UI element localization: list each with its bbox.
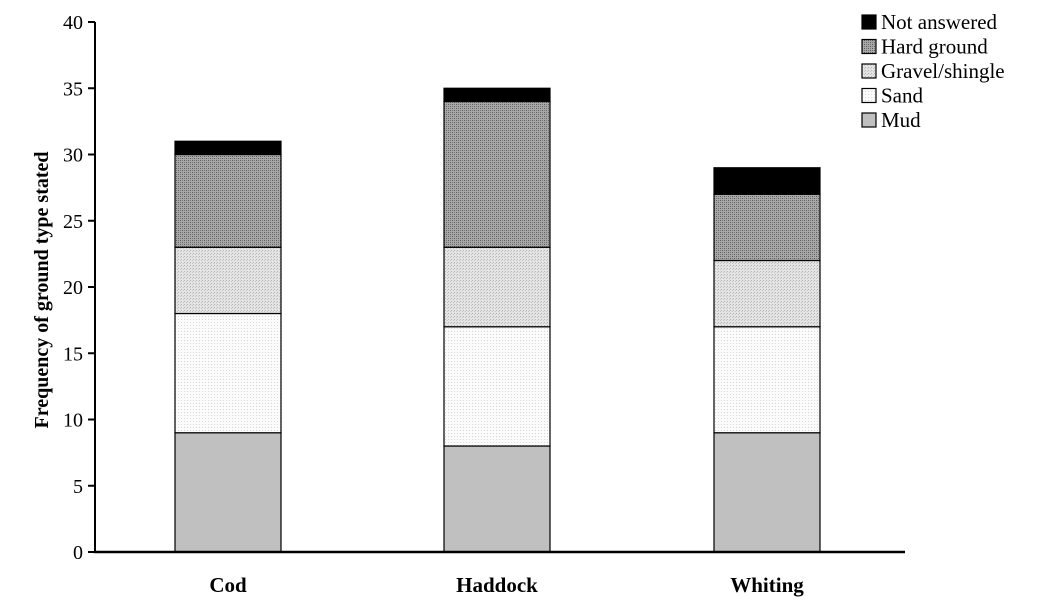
legend-label: Sand — [881, 84, 924, 108]
y-axis-ticks: 0 5 10 15 20 25 30 35 40 — [63, 12, 95, 564]
bar-segment — [174, 432, 282, 553]
y-tick-label: 30 — [63, 145, 83, 167]
y-tick-label: 5 — [73, 476, 83, 498]
legend-label: Not answered — [881, 10, 998, 34]
bar-segment — [174, 140, 282, 156]
x-category-label: Haddock — [456, 573, 538, 597]
bar-segment — [443, 445, 551, 553]
legend-swatch — [861, 38, 877, 55]
y-tick-label: 10 — [63, 410, 83, 432]
bar-segment — [713, 167, 821, 195]
bar-segment — [174, 246, 282, 315]
legend-label: Gravel/shingle — [881, 59, 1005, 83]
legend-swatch — [861, 63, 877, 79]
y-tick-label: 40 — [63, 12, 83, 34]
bar-segment — [174, 312, 282, 434]
bar-segment — [713, 326, 821, 434]
legend-label: Mud — [881, 108, 921, 132]
x-category-label: Whiting — [730, 573, 804, 597]
x-axis-categories: Cod Haddock Whiting — [209, 573, 804, 597]
bar-segment — [713, 259, 821, 328]
legend-swatch — [861, 87, 877, 104]
bar-segment — [174, 153, 282, 248]
legend-swatch — [861, 112, 877, 128]
bar-segment — [713, 432, 821, 553]
bar-segment — [443, 326, 551, 447]
y-axis-label: Frequency of ground type stated — [31, 151, 53, 428]
x-category-label: Cod — [209, 573, 247, 597]
legend-swatch — [861, 14, 877, 30]
y-tick-label: 25 — [63, 211, 83, 233]
bar-segment — [443, 87, 551, 103]
y-tick-label: 0 — [73, 542, 83, 564]
bars — [174, 87, 821, 553]
y-tick-label: 20 — [63, 277, 83, 299]
bar-segment — [443, 246, 551, 328]
legend-label: Hard ground — [881, 35, 988, 59]
bar-segment — [713, 193, 821, 262]
bar-segment — [443, 100, 551, 248]
y-tick-label: 15 — [63, 343, 83, 365]
y-tick-label: 35 — [63, 78, 83, 100]
